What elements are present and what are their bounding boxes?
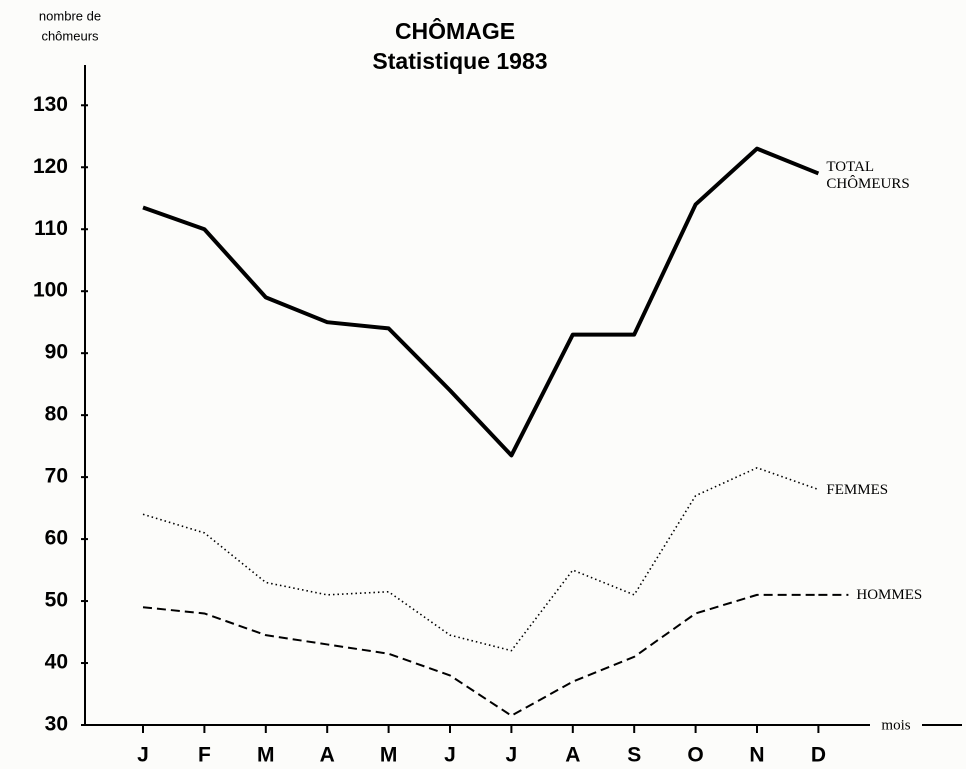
y-axis-label: chômeurs <box>41 28 99 43</box>
series-line <box>142 146 820 458</box>
x-tick-label: M <box>380 744 398 767</box>
x-tick-label: N <box>749 744 764 767</box>
series-line <box>142 593 819 717</box>
y-axis-label: nombre de <box>39 8 101 23</box>
x-tick-label: S <box>627 744 641 767</box>
series-line <box>142 467 819 652</box>
x-tick-label: A <box>565 744 580 767</box>
y-tick-label: 70 <box>45 465 68 488</box>
y-tick-label: 100 <box>33 279 68 302</box>
chart-subtitle: Statistique 1983 <box>372 48 547 74</box>
y-tick-label: 30 <box>45 713 68 736</box>
x-tick-label: J <box>444 744 456 767</box>
x-axis-label: mois <box>881 717 910 733</box>
series-label: FEMMES <box>826 481 889 498</box>
y-tick-label: 80 <box>45 403 68 426</box>
x-tick-label: A <box>320 744 335 767</box>
series-label: TOTAL CHÔMEURS <box>826 159 910 193</box>
y-tick-label: 130 <box>33 93 68 116</box>
x-tick-label: O <box>687 744 703 767</box>
series-label: HOMMES <box>856 586 923 603</box>
x-tick-label: F <box>198 744 211 767</box>
x-tick-label: D <box>811 744 826 767</box>
y-tick-label: 110 <box>34 217 68 240</box>
y-tick-label: 60 <box>45 527 68 550</box>
y-tick-label: 120 <box>33 155 68 178</box>
y-tick-label: 50 <box>45 589 68 612</box>
x-tick-label: M <box>257 744 275 767</box>
y-tick-label: 90 <box>45 341 68 364</box>
chart-title: CHÔMAGE <box>395 17 515 44</box>
x-tick-label: J <box>506 744 518 767</box>
x-tick-label: J <box>137 744 149 767</box>
y-tick-label: 40 <box>45 651 68 674</box>
